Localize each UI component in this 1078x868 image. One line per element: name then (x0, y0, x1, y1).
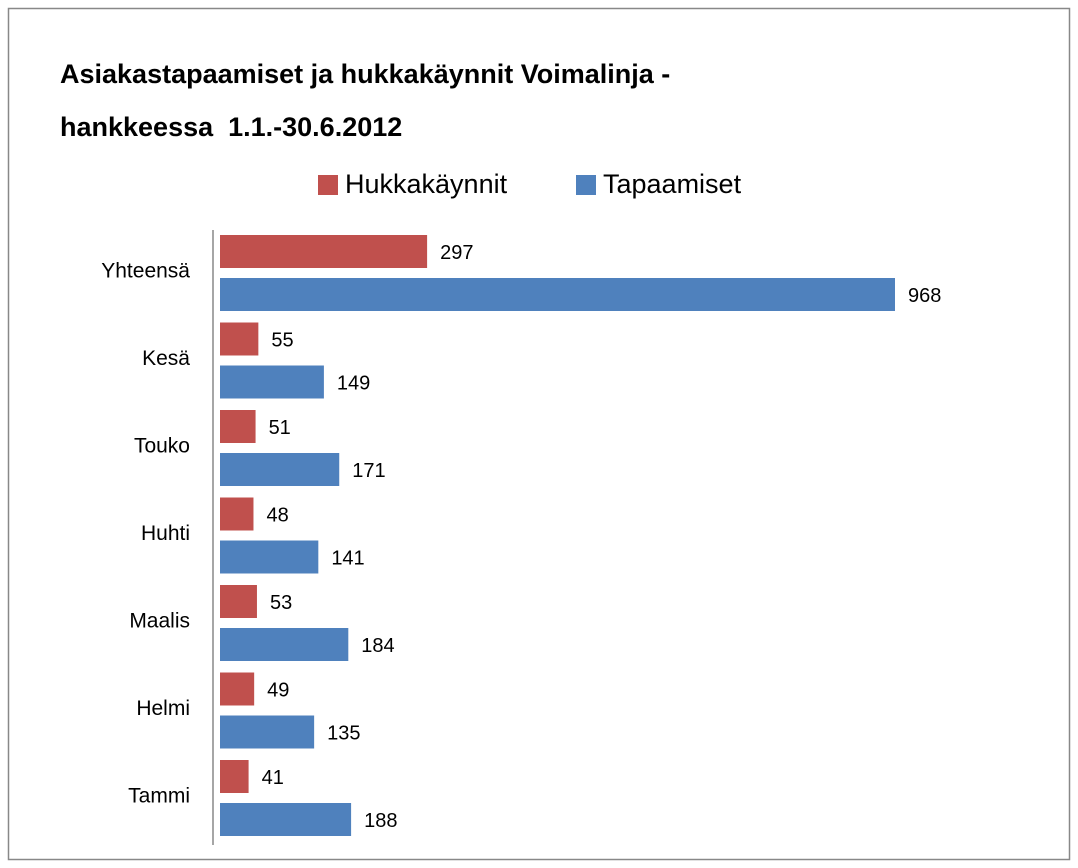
y-tick-label: Yhteensä (101, 260, 190, 283)
value-label: 297 (440, 242, 473, 264)
bar (220, 365, 324, 399)
bar (220, 672, 255, 706)
value-label: 53 (270, 592, 292, 614)
y-tick-label: Tammi (128, 785, 190, 808)
bar (220, 278, 895, 311)
bar (220, 322, 259, 356)
bar (220, 585, 257, 618)
value-label: 55 (271, 329, 293, 351)
value-label: 171 (352, 460, 385, 482)
value-label: 141 (331, 547, 364, 569)
value-label: 51 (269, 417, 291, 439)
legend-label: Tapaamiset (603, 169, 742, 199)
y-tick-label: Kesä (142, 347, 190, 370)
y-tick-label: Huhti (141, 522, 190, 545)
legend-swatch (318, 175, 338, 195)
bar (220, 715, 315, 749)
y-tick-label: Touko (134, 435, 190, 458)
value-label: 968 (908, 285, 941, 307)
value-label: 41 (262, 767, 284, 789)
legend-label: Hukkakäynnit (345, 169, 508, 199)
value-label: 135 (327, 722, 360, 744)
value-label: 184 (361, 635, 394, 657)
value-label: 188 (364, 810, 397, 832)
legend-swatch (576, 175, 596, 195)
bar (220, 628, 349, 661)
bar (220, 453, 340, 486)
chart-border (7, 7, 1071, 861)
bar (220, 803, 352, 836)
value-label: 49 (267, 679, 289, 701)
bar (220, 235, 428, 268)
bar (220, 760, 249, 793)
y-tick-label: Maalis (129, 610, 190, 633)
bar (220, 410, 256, 443)
chart-title: Asiakastapaamiset ja hukkakäynnit Voimal… (60, 59, 671, 142)
value-label: 149 (337, 372, 370, 394)
bar (220, 540, 319, 574)
y-tick-label: Helmi (136, 697, 190, 720)
bar (220, 497, 254, 531)
value-label: 48 (266, 504, 288, 526)
